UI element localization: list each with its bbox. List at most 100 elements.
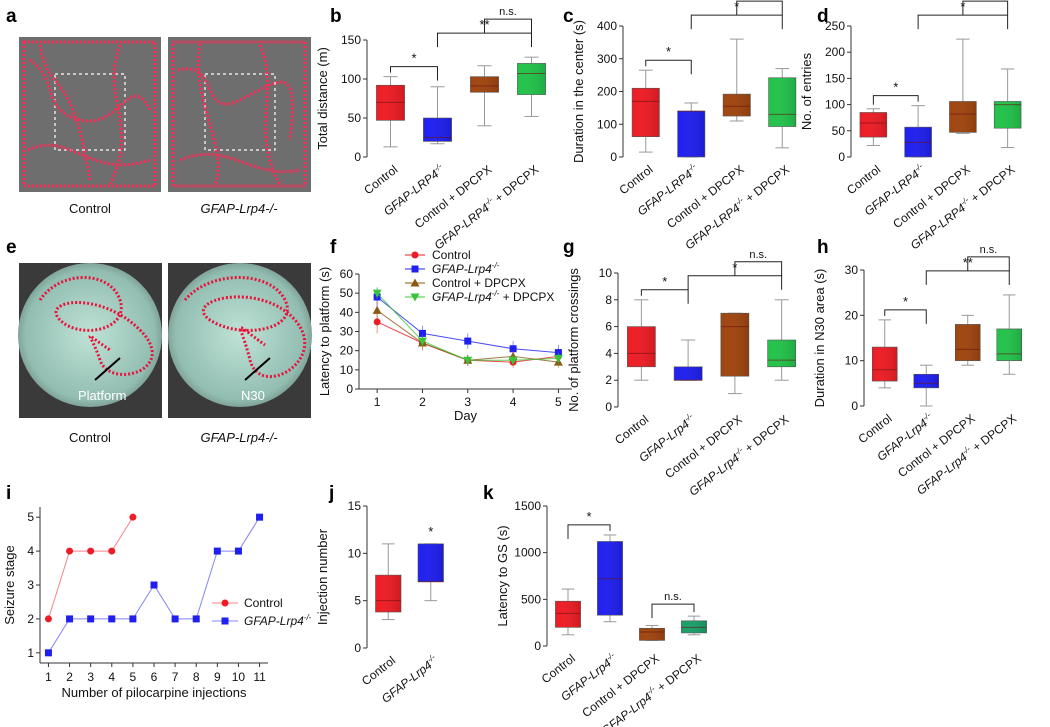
box-shade	[632, 88, 660, 137]
data-point	[410, 278, 420, 287]
box-shade	[994, 101, 1022, 129]
data-point	[44, 615, 52, 623]
data-point	[463, 356, 473, 365]
box-shade	[949, 101, 977, 133]
swim-path	[38, 276, 154, 376]
y-tick-label: 0	[605, 400, 612, 414]
y-axis-label: No. of platform crossings	[566, 268, 581, 412]
x-tick-label: 5	[130, 670, 137, 684]
y-tick-label: 0	[610, 150, 617, 164]
legend-label: Control + DPCPX	[432, 276, 526, 290]
y-tick-label: 200	[597, 85, 617, 99]
series-line	[47, 516, 134, 620]
y-axis-label: No. of entries	[799, 52, 814, 130]
y-tick-label: 0	[354, 641, 361, 655]
y-tick-label: 100	[341, 72, 361, 86]
box-shade	[768, 77, 796, 127]
significance-bracket	[484, 18, 532, 34]
data-point	[150, 581, 158, 589]
y-tick-label: 50	[340, 286, 354, 300]
box-shade	[639, 628, 665, 641]
data-point	[553, 354, 563, 363]
y-tick-label: 2	[27, 612, 34, 626]
data-point	[108, 615, 116, 623]
panel-label-e: e	[6, 237, 17, 258]
significance-bracket	[962, 0, 1009, 16]
y-tick-label: 3	[27, 578, 34, 592]
significance-bracket	[645, 59, 692, 75]
y-axis-label: Duration in the center (s)	[571, 20, 586, 163]
data-point	[221, 617, 229, 625]
box-shade	[677, 111, 705, 157]
y-axis-label: Seizure stage	[2, 545, 17, 625]
data-point	[44, 649, 52, 657]
y-tick-label: 0	[346, 382, 353, 396]
data-point	[87, 615, 95, 623]
significance-label: n.s.	[980, 244, 998, 256]
y-tick-label: 20	[845, 308, 859, 322]
y-tick-label: 10	[599, 266, 613, 280]
significance-bracket	[884, 309, 927, 324]
track-path	[171, 40, 307, 188]
y-tick-label: 6	[605, 320, 612, 334]
y-tick-label: 250	[825, 19, 845, 33]
significance-bracket	[437, 32, 532, 48]
x-tick-label: 8	[193, 670, 200, 684]
x-tick-label: 5	[555, 395, 562, 409]
box-shade	[627, 326, 656, 367]
x-axis-label: Day	[454, 408, 478, 423]
data-point	[410, 293, 420, 302]
box-shade	[720, 313, 749, 377]
x-tick-label: 2	[419, 395, 426, 409]
data-point	[464, 337, 472, 345]
platform-label: Platform	[78, 388, 126, 403]
category-label: Control + DPCPX	[890, 162, 972, 231]
x-tick-label: 3	[464, 395, 471, 409]
data-point	[129, 513, 137, 521]
x-tick-label: 4	[510, 395, 517, 409]
y-tick-label: 4	[27, 544, 34, 558]
x-tick-label: 3	[87, 670, 94, 684]
y-tick-label: 0	[534, 639, 541, 653]
data-point	[372, 305, 382, 314]
open-field-control-image	[19, 37, 161, 192]
x-tick-label: 1	[45, 670, 52, 684]
data-point	[221, 599, 229, 607]
data-point	[192, 615, 200, 623]
swim-path	[183, 276, 307, 379]
significance-label: *	[428, 524, 433, 539]
data-point	[171, 615, 179, 623]
box-shade	[859, 112, 887, 138]
y-axis-label: Latency to GS (s)	[495, 525, 510, 626]
box-shade	[470, 76, 499, 93]
pool	[168, 263, 312, 407]
y-axis-label: Duration in N30 area (s)	[812, 269, 827, 408]
data-point	[417, 337, 427, 346]
category-label: Control	[359, 653, 398, 688]
box-shade	[674, 366, 703, 381]
data-point	[411, 251, 419, 259]
legend-label: GFAP-Lrp4-/- + DPCPX	[432, 289, 554, 304]
data-point	[213, 547, 221, 555]
y-tick-label: 2	[605, 373, 612, 387]
significance-bracket	[925, 270, 1010, 285]
data-point	[66, 615, 74, 623]
legend-label: Control	[432, 248, 471, 262]
significance-bracket	[690, 14, 783, 30]
y-tick-label: 1500	[514, 499, 541, 513]
box-shade	[375, 575, 401, 613]
panel-label-j: j	[328, 483, 334, 504]
box-shade	[517, 63, 546, 95]
data-point	[66, 547, 74, 555]
arrow-icon	[94, 357, 121, 381]
y-axis-label: Latency to platform (s)	[317, 267, 332, 396]
x-tick-label: 11	[253, 670, 266, 684]
image-caption: Control	[69, 430, 111, 445]
panel-label-a: a	[6, 6, 17, 27]
x-tick-label: 2	[66, 670, 73, 684]
x-tick-label: 1	[374, 395, 381, 409]
y-tick-label: 30	[845, 263, 859, 277]
y-tick-label: 15	[348, 499, 362, 513]
data-point	[411, 265, 419, 273]
